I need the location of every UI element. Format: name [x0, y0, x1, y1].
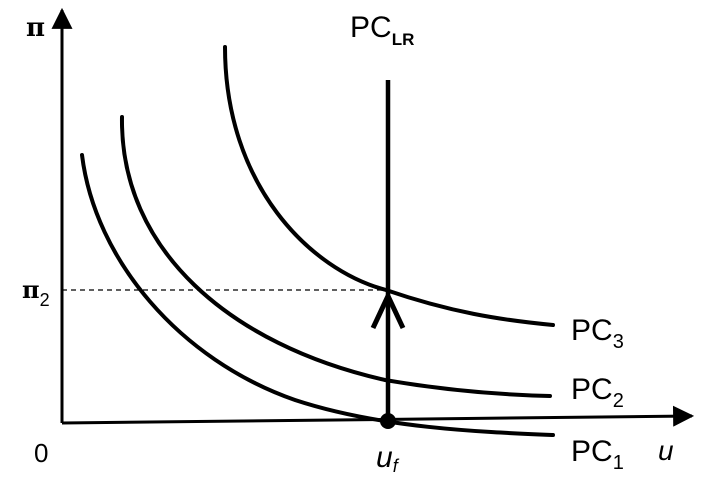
- pc2-label: PC2: [571, 373, 624, 412]
- pc3-curve: [223, 45, 555, 327]
- x-axis-label: u: [658, 435, 674, 466]
- pc1-label: PC1: [571, 435, 624, 474]
- pc2-curve: [119, 115, 552, 398]
- uf-label: uf: [376, 441, 400, 476]
- pc1-curve: [80, 153, 555, 437]
- pc3-label: PC3: [571, 314, 624, 353]
- pc-lr-arrowhead: [370, 290, 406, 330]
- pc-lr-label: PCLR: [350, 11, 414, 49]
- origin-label: 0: [34, 438, 48, 468]
- pi2-label: π2: [22, 275, 50, 310]
- natural-rate-point: [380, 413, 396, 429]
- y-axis-label: π: [26, 13, 45, 43]
